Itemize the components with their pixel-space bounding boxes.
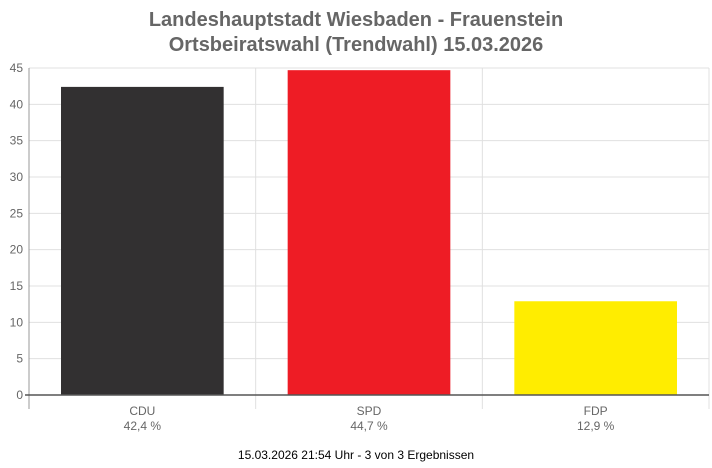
y-tick-label: 35 xyxy=(10,134,24,148)
chart-subtitle: Ortsbeiratswahl (Trendwahl) 15.03.2026 xyxy=(168,34,544,56)
bar-spd xyxy=(287,70,451,396)
value-label: 12,9 % xyxy=(577,419,615,433)
y-tick-label: 40 xyxy=(10,97,24,111)
x-tick-label: CDU xyxy=(129,404,155,418)
y-tick-label: 30 xyxy=(10,170,24,184)
y-tick-label: 45 xyxy=(10,61,24,75)
y-tick-label: 0 xyxy=(16,388,23,402)
footer-status: 15.03.2026 21:54 Uhr - 3 von 3 Ergebniss… xyxy=(237,448,475,462)
bar-fdp xyxy=(514,301,677,395)
bar-cdu xyxy=(61,86,224,395)
y-tick-label: 15 xyxy=(10,279,24,293)
y-tick-label: 5 xyxy=(16,352,23,366)
y-tick-label: 20 xyxy=(10,243,24,257)
value-label: 44,7 % xyxy=(350,419,388,433)
y-tick-label: 10 xyxy=(10,315,24,329)
x-tick-label: FDP xyxy=(584,404,608,418)
value-label: 42,4 % xyxy=(124,419,162,433)
y-tick-label: 25 xyxy=(10,206,24,220)
x-tick-label: SPD xyxy=(357,404,382,418)
chart-title: Landeshauptstadt Wiesbaden - Frauenstein xyxy=(148,9,564,31)
